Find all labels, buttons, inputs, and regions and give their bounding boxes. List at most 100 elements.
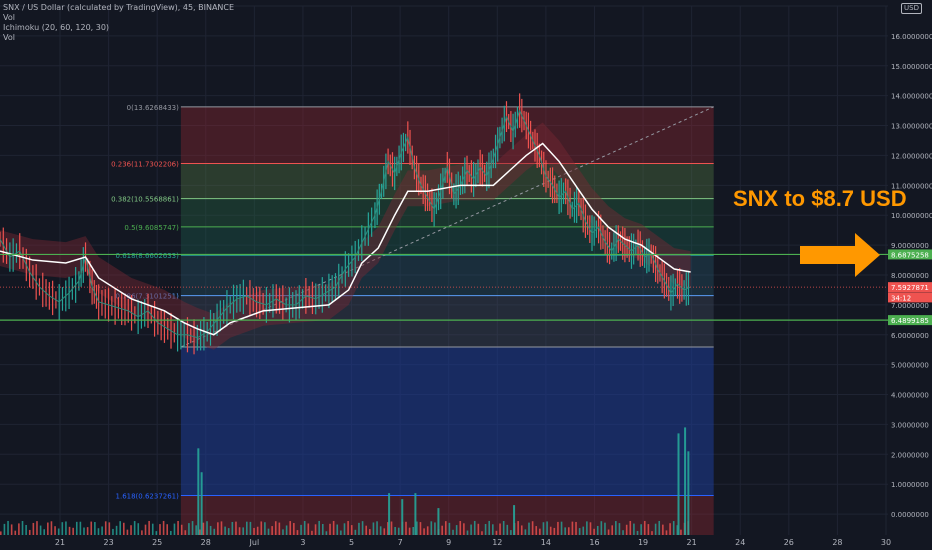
volume-bar — [495, 530, 498, 535]
volume-bar — [549, 526, 552, 535]
volume-bar — [408, 527, 411, 535]
volume-bar — [21, 521, 24, 535]
volume-bar — [672, 521, 675, 535]
volume-bar — [387, 522, 389, 535]
volume-bar — [166, 524, 169, 535]
x-tick-label: 7 — [398, 538, 403, 547]
volume-bar — [170, 530, 172, 535]
volume-bar — [43, 529, 46, 535]
price-tag-label: 6.4899185 — [891, 317, 929, 325]
x-axis[interactable]: 21 23 25 28 Jul 3 5 7 9 12 14 16 19 21 24 26 28 30 — [0, 535, 932, 550]
volume-bar — [246, 521, 248, 535]
volume-bar — [289, 521, 292, 535]
volume-spike — [687, 451, 690, 535]
volume-bar — [256, 526, 259, 535]
y-axis[interactable]: 16.0000000 15.0000000 14.0000000 13.0000000… — [888, 0, 932, 550]
volume-bar — [586, 521, 588, 535]
x-tick-label: 23 — [103, 538, 113, 547]
volume-spike — [677, 433, 680, 535]
vol-label[interactable]: Vol — [3, 13, 15, 22]
volume-bar — [340, 530, 342, 535]
volume-bar — [658, 520, 661, 535]
volume-bar — [57, 528, 60, 535]
volume-bar — [14, 530, 17, 535]
symbol-title[interactable]: SNX / US Dollar (calculated by TradingVi… — [3, 3, 235, 12]
volume-spike — [414, 493, 417, 535]
volume-bar — [18, 523, 20, 535]
volume-bar — [369, 529, 371, 535]
x-tick-label: 21 — [687, 538, 697, 547]
volume-bar — [307, 523, 310, 535]
volume-bar — [94, 522, 96, 535]
price-tag-label: 8.6875258 — [891, 251, 929, 259]
volume-bar — [296, 530, 299, 535]
volume-bar — [184, 530, 187, 535]
fib-level-label: 0.382(10.5568861) — [111, 196, 179, 204]
volume-spike — [401, 499, 404, 535]
volume-bar — [50, 521, 53, 535]
volume-bar — [434, 522, 436, 535]
volume-bar — [571, 521, 574, 535]
volume-bar — [119, 521, 121, 535]
price-tags: 8.6875258 7.5927871 34:12 6.4899185 — [888, 249, 932, 326]
ichimoku-label[interactable]: Ichimoku (20, 60, 120, 30) — [3, 23, 110, 32]
volume-bar — [198, 529, 201, 535]
price-tag-box — [888, 315, 932, 326]
volume-bar — [249, 521, 252, 535]
y-tick-label: 3.0000000 — [891, 421, 929, 429]
volume-bar — [499, 523, 501, 535]
volume-bar — [665, 530, 668, 535]
volume-bar — [336, 524, 339, 535]
currency-tag[interactable]: USD — [901, 3, 922, 14]
price-tag-label: 34:12 — [891, 294, 911, 302]
fib-level-label: 0.236(11.7302206) — [111, 160, 179, 168]
volume-bar — [123, 522, 125, 535]
volume-bar — [379, 526, 382, 535]
volume-bar — [39, 525, 42, 535]
volume-bars — [0, 427, 690, 535]
volume-bar — [567, 527, 570, 535]
fib-level-label: 0.786(7.3101251) — [116, 293, 180, 301]
ichimoku-cloud — [0, 122, 691, 350]
volume-bar — [0, 531, 2, 535]
volume-bar — [300, 524, 302, 535]
volume-bar — [481, 531, 483, 535]
volume-bar — [318, 520, 320, 535]
volume-bar — [615, 521, 617, 535]
volume-bar — [83, 527, 85, 535]
x-tick-label: 25 — [152, 538, 162, 547]
x-axis-panel — [0, 535, 932, 550]
volume-bar — [54, 526, 56, 535]
volume-bar — [546, 521, 548, 535]
volume-bar — [68, 526, 71, 535]
x-tick-label: 14 — [541, 538, 551, 547]
volume-bar — [101, 526, 103, 535]
volume-bar — [662, 524, 664, 535]
volume-spike — [437, 508, 440, 535]
volume-bar — [137, 523, 140, 535]
y-tick-label: 13.0000000 — [891, 123, 932, 131]
volume-bar — [365, 525, 367, 535]
ichimoku-base-line — [0, 142, 691, 336]
vol-label-2[interactable]: Vol — [3, 33, 15, 42]
volume-bar — [358, 522, 360, 535]
volume-bar — [303, 520, 306, 535]
volume-bar — [130, 525, 132, 535]
volume-bar — [72, 527, 74, 535]
annotation[interactable]: SNX to $8.7 USD — [733, 186, 907, 277]
volume-bar — [383, 528, 386, 535]
horizontal-lines[interactable] — [0, 253, 888, 321]
x-tick-label: 21 — [55, 538, 65, 547]
volume-spike — [684, 427, 687, 535]
volume-bar — [271, 526, 273, 535]
volume-bar — [477, 523, 480, 535]
volume-bar — [633, 523, 635, 535]
volume-bar — [97, 528, 100, 535]
volume-bar — [604, 522, 606, 535]
volume-bar — [455, 525, 458, 535]
volume-bar — [25, 524, 27, 535]
volume-bar — [647, 524, 650, 535]
volume-bar — [372, 522, 375, 535]
volume-bar — [611, 525, 614, 535]
